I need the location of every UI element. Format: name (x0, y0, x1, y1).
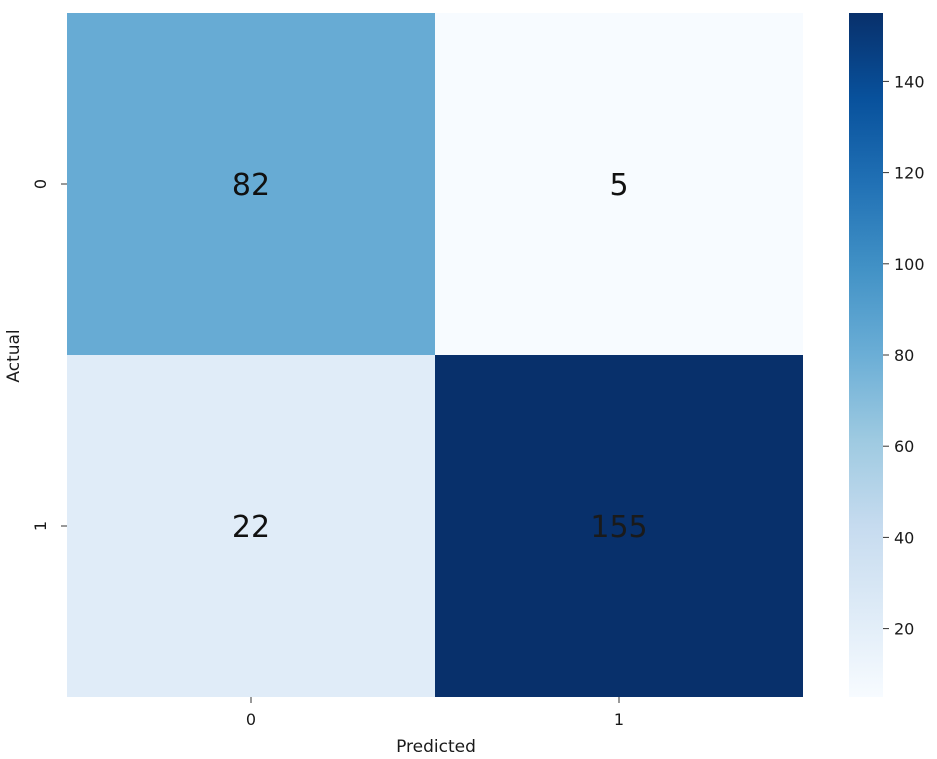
colorbar: 20 40 60 80 100 120 140 (849, 13, 925, 697)
colorbar-tick-label-4: 100 (894, 255, 925, 274)
heatmap-cell-1-0 (67, 355, 435, 697)
heatmap-cell-0-1 (435, 13, 803, 355)
heatmap-area: 82 5 22 155 (67, 13, 803, 697)
colorbar-tick-label-5: 120 (894, 164, 925, 183)
colorbar-tick-label-6: 140 (894, 72, 925, 91)
colorbar-gradient (849, 13, 883, 697)
colorbar-tick-label-1: 40 (894, 528, 914, 547)
y-tick-label-0: 0 (31, 179, 50, 189)
x-axis-label: Predicted (396, 737, 476, 757)
x-tick-label-1: 1 (614, 710, 624, 729)
colorbar-tick-label-2: 60 (894, 437, 914, 456)
y-axis: 01 (31, 179, 67, 531)
x-tick-label-0: 0 (246, 710, 256, 729)
y-tick-label-1: 1 (31, 521, 50, 531)
colorbar-tick-label-3: 80 (894, 346, 914, 365)
colorbar-ticks: 20 40 60 80 100 120 140 (883, 72, 925, 639)
heatmap-cell-0-0 (67, 13, 435, 355)
heatmap-cell-label-0-0: 82 (232, 168, 270, 203)
heatmap-cell-label-1-1: 155 (590, 510, 647, 545)
y-axis-label: Actual (4, 329, 24, 382)
heatmap-cell-label-1-0: 22 (232, 510, 270, 545)
colorbar-tick-label-0: 20 (894, 620, 914, 639)
heatmap-cell-1-1 (435, 355, 803, 697)
heatmap-cell-label-0-1: 5 (609, 168, 628, 203)
